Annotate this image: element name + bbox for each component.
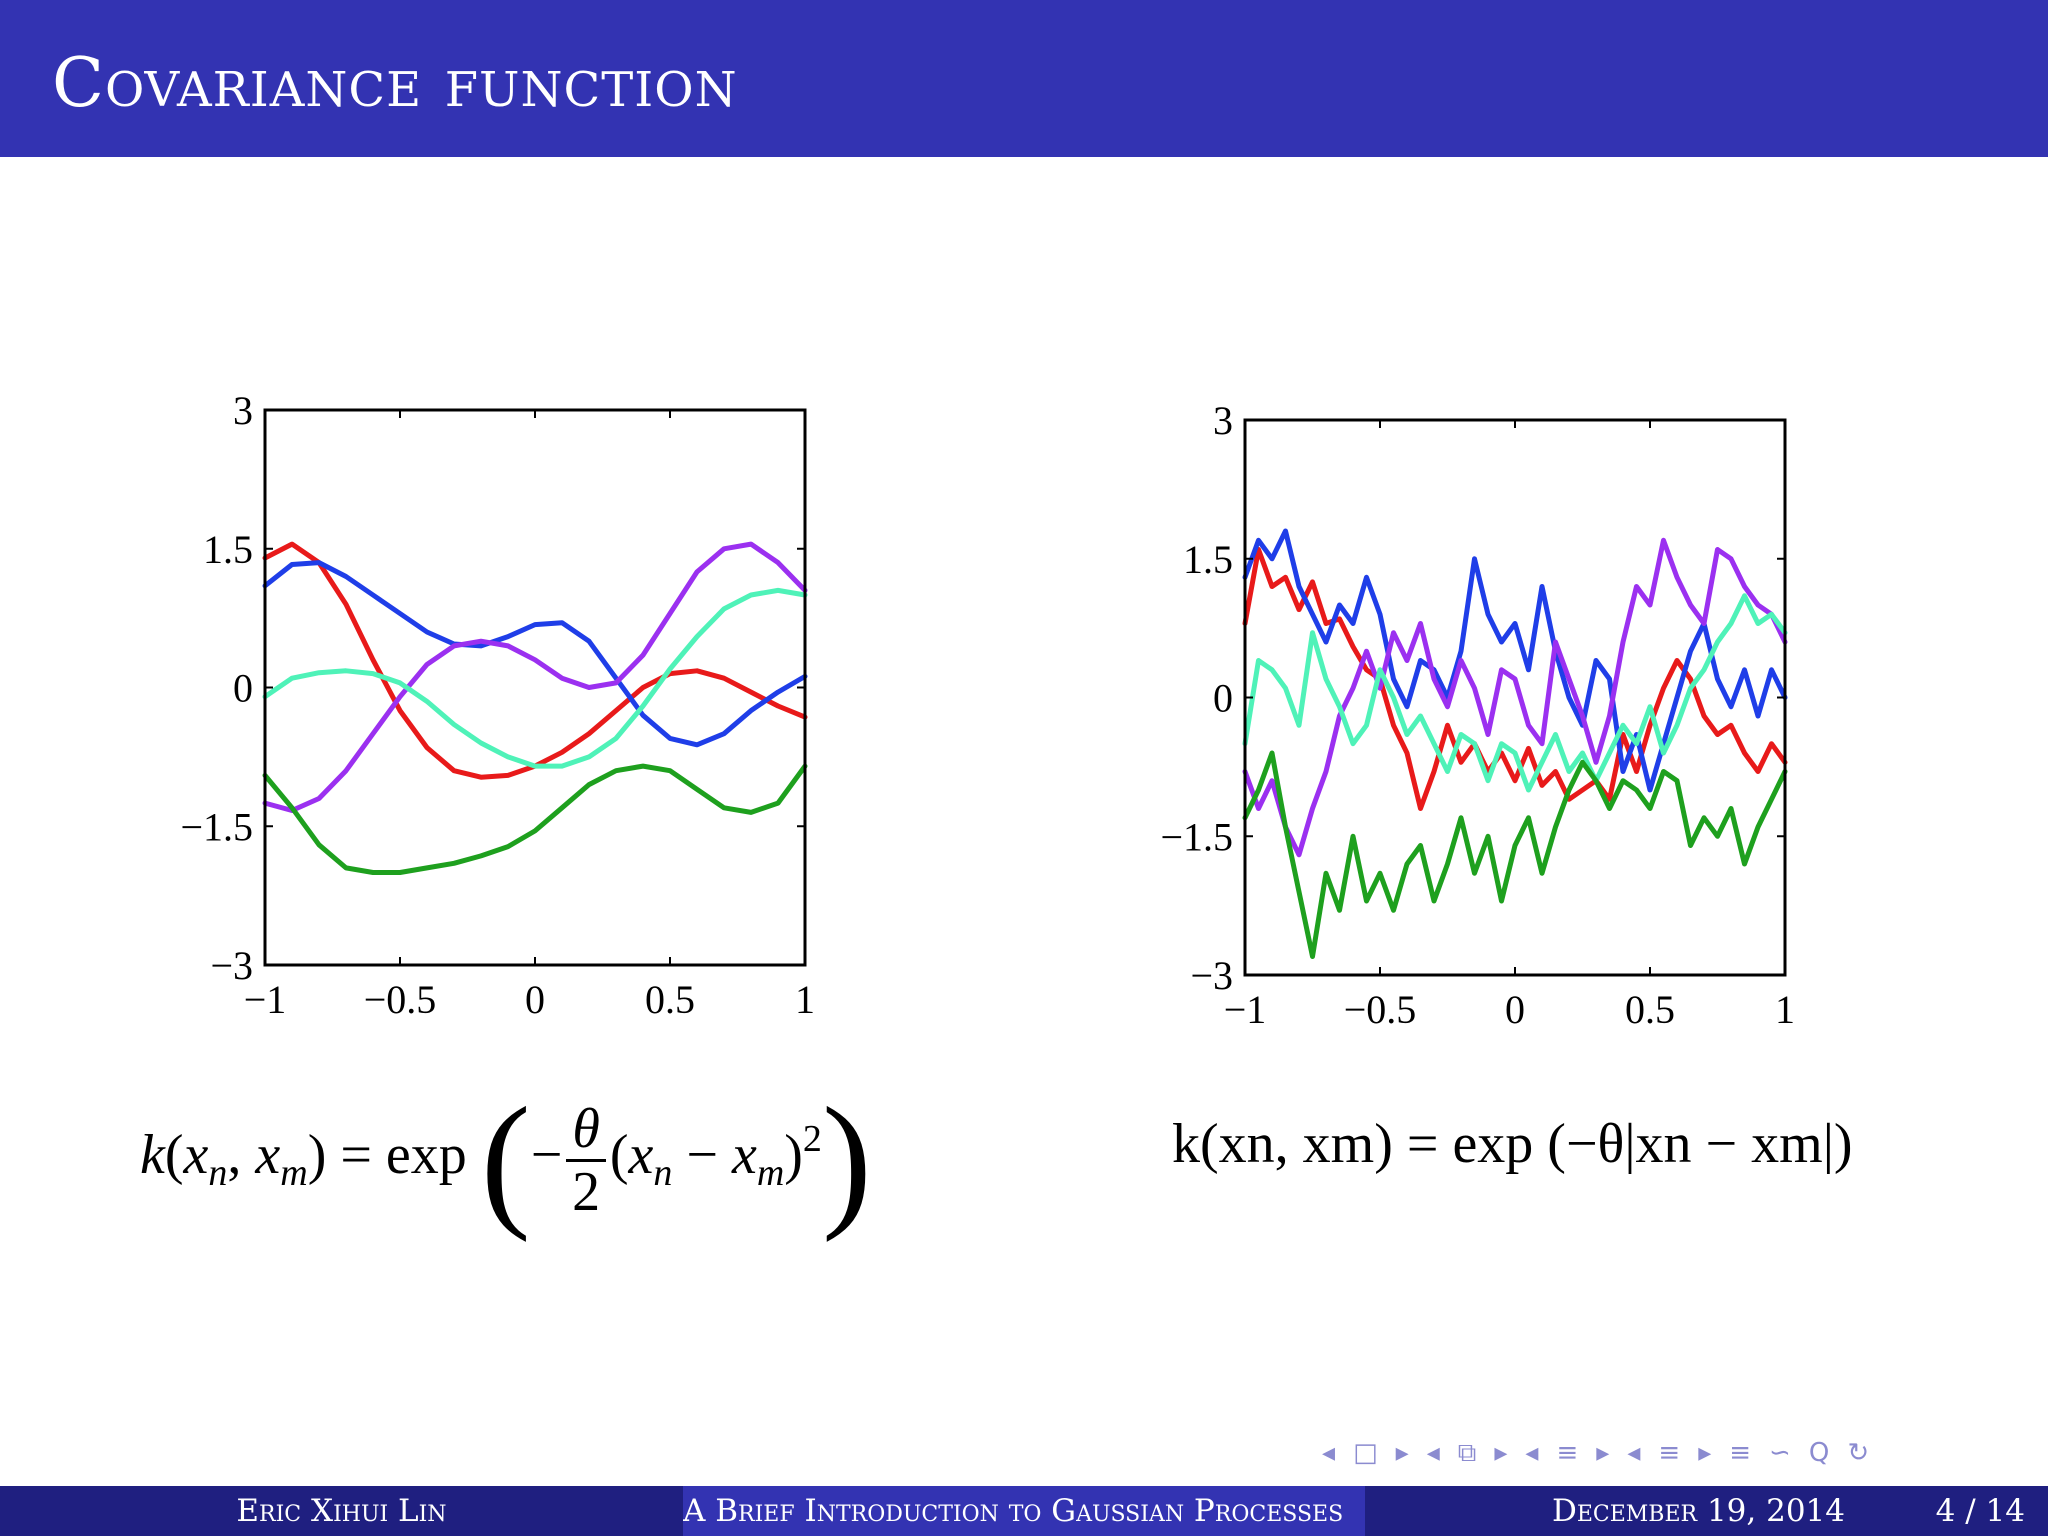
y-tick-label: 3 (233, 395, 253, 433)
y-tick-label: −3 (210, 943, 253, 988)
nav-icon[interactable]: ≡ (1729, 1438, 1752, 1468)
footer: Eric Xihui Lin A Brief Introduction to G… (0, 1486, 2048, 1536)
plot-exponential: −1 −0.5 0 0.5 1 3 1.5 0 −1.5 −3 (1160, 405, 1795, 1032)
series-line-3 (1242, 593, 1788, 793)
x-tick-label: 0.5 (1625, 987, 1675, 1032)
nav-icon[interactable]: ▸ (1395, 1438, 1409, 1468)
x-tick-label: 0 (525, 977, 545, 1022)
y-tick-label: −3 (1190, 953, 1233, 998)
series-line-1 (1242, 528, 1788, 793)
y-tick-label: 1.5 (203, 527, 253, 572)
series-line-1 (262, 560, 808, 748)
plot-frame (263, 408, 807, 967)
x-tick-label: 1 (1775, 987, 1795, 1032)
title-bar: Covariance function (0, 0, 2048, 157)
nav-icon[interactable]: ≡ (1556, 1438, 1579, 1468)
nav-icon[interactable]: ◂ (1525, 1438, 1539, 1468)
x-tick-label: 0 (1505, 987, 1525, 1032)
nav-icon[interactable]: ◂ (1426, 1438, 1440, 1468)
nav-icon[interactable]: ◂ (1322, 1438, 1336, 1468)
nav-icon[interactable]: ▸ (1494, 1438, 1508, 1468)
x-tick-label: −1 (1224, 987, 1267, 1032)
formula-squared-exponential: k(xn, xm) = exp (− θ 2 (xn − xm)2) (140, 1077, 872, 1243)
y-tick-label: 1.5 (1183, 537, 1233, 582)
series-line-2 (262, 541, 808, 813)
y-tick-label: 3 (1213, 405, 1233, 443)
formula-exponential: k(xn, xm) = exp (−θ|xn − xm|) (1172, 1113, 1853, 1175)
series-line-2 (1242, 537, 1788, 858)
series-line-4 (1242, 750, 1788, 959)
y-tick-label: −1.5 (180, 804, 253, 849)
x-tick-label: −1 (244, 977, 287, 1022)
footer-author: Eric Xihui Lin (236, 1493, 447, 1529)
x-tick-label: 1 (795, 977, 815, 1022)
nav-icon[interactable]: ↻ (1847, 1438, 1870, 1468)
chart-1-area: −1 −0.5 0 0.5 1 3 1.5 0 −1.5 −3 (1160, 405, 1795, 1032)
x-tick-label: −0.5 (364, 977, 437, 1022)
nav-icon[interactable]: □ (1353, 1438, 1378, 1468)
y-tick-label: 0 (1213, 676, 1233, 721)
footer-talk-title: A Brief Introduction to Gaussian Process… (683, 1486, 1365, 1536)
plot-frame (1243, 418, 1787, 977)
nav-icon[interactable]: ◂ (1627, 1438, 1641, 1468)
beamer-navigation[interactable]: ◂ □ ▸ ◂ ⧉ ▸ ◂ ≡ ▸ ◂ ≡ ▸ ≡ ∽ Q ↻ (1322, 1438, 1887, 1478)
series-line-4 (262, 763, 808, 875)
x-tick-label: −0.5 (1344, 987, 1417, 1032)
chart-0-area: −1 −0.5 0 0.5 1 3 1.5 0 −1.5 −3 (180, 395, 815, 1022)
nav-icon[interactable]: ≡ (1658, 1438, 1681, 1468)
nav-icon[interactable]: ▸ (1698, 1438, 1712, 1468)
footer-page-number: 4 / 14 (1845, 1486, 2025, 1536)
footer-date: December 19, 2014 (1365, 1486, 1845, 1536)
nav-icon[interactable]: ▸ (1596, 1438, 1610, 1468)
slide-title: Covariance function (52, 44, 738, 123)
nav-icon[interactable]: ∽ (1769, 1438, 1791, 1468)
series-line-3 (262, 587, 808, 769)
y-tick-label: −1.5 (1160, 814, 1233, 859)
plot-squared-exponential: −1 −0.5 0 0.5 1 3 1.5 0 −1.5 −3 (180, 395, 815, 1022)
nav-icon[interactable]: ⧉ (1457, 1438, 1477, 1468)
x-tick-label: 0.5 (645, 977, 695, 1022)
nav-icon[interactable]: Q (1808, 1438, 1830, 1468)
y-tick-label: 0 (233, 666, 253, 711)
